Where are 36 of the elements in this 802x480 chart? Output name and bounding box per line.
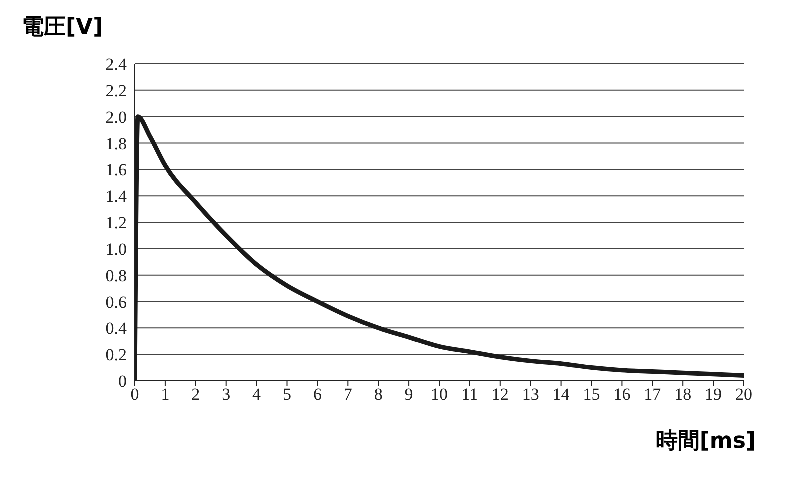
x-tick-label: 14 bbox=[552, 385, 570, 404]
x-tick-label: 12 bbox=[492, 385, 509, 404]
x-tick-label: 2 bbox=[192, 385, 200, 404]
x-tick-label: 18 bbox=[674, 385, 692, 404]
y-tick-label: 1.4 bbox=[106, 187, 128, 206]
x-tick-label: 17 bbox=[644, 385, 662, 404]
y-tick-label: 1.0 bbox=[106, 240, 127, 259]
y-tick-label: 0 bbox=[118, 372, 127, 392]
x-tick-label: 6 bbox=[313, 385, 322, 404]
y-tick-label: 0.8 bbox=[106, 266, 127, 286]
y-tick-label: 1.8 bbox=[106, 134, 127, 154]
x-tick-label: 8 bbox=[374, 385, 383, 404]
x-tick-label: 16 bbox=[614, 385, 631, 404]
y-tick-label: 0.6 bbox=[106, 292, 127, 312]
x-tick-label: 5 bbox=[283, 385, 292, 404]
x-tick-label: 13 bbox=[522, 385, 540, 404]
x-tick-label: 1 bbox=[161, 385, 170, 404]
x-tick-label: 3 bbox=[222, 385, 231, 404]
y-tick-label: 0.2 bbox=[106, 346, 127, 365]
x-tick-label: 9 bbox=[404, 385, 414, 404]
x-tick-label: 19 bbox=[705, 385, 722, 404]
x-tick-label: 15 bbox=[583, 385, 600, 404]
y-tick-label: 0.4 bbox=[106, 319, 128, 338]
x-tick-label: 0 bbox=[130, 385, 140, 404]
x-tick-label: 4 bbox=[252, 385, 262, 404]
y-tick-label: 2.0 bbox=[106, 108, 127, 127]
x-tick-label: 11 bbox=[462, 385, 478, 404]
y-tick-label: 2.4 bbox=[106, 55, 128, 74]
x-tick-label: 10 bbox=[431, 385, 448, 404]
y-axis-title: 電圧[V] bbox=[22, 14, 104, 42]
x-axis-title: 時間[ms] bbox=[656, 428, 756, 456]
x-tick-label: 20 bbox=[736, 385, 752, 404]
x-tick-label: 7 bbox=[344, 385, 353, 404]
y-tick-label: 1.6 bbox=[106, 160, 127, 180]
y-tick-label: 2.2 bbox=[106, 81, 127, 100]
y-tick-label: 1.2 bbox=[106, 214, 127, 233]
